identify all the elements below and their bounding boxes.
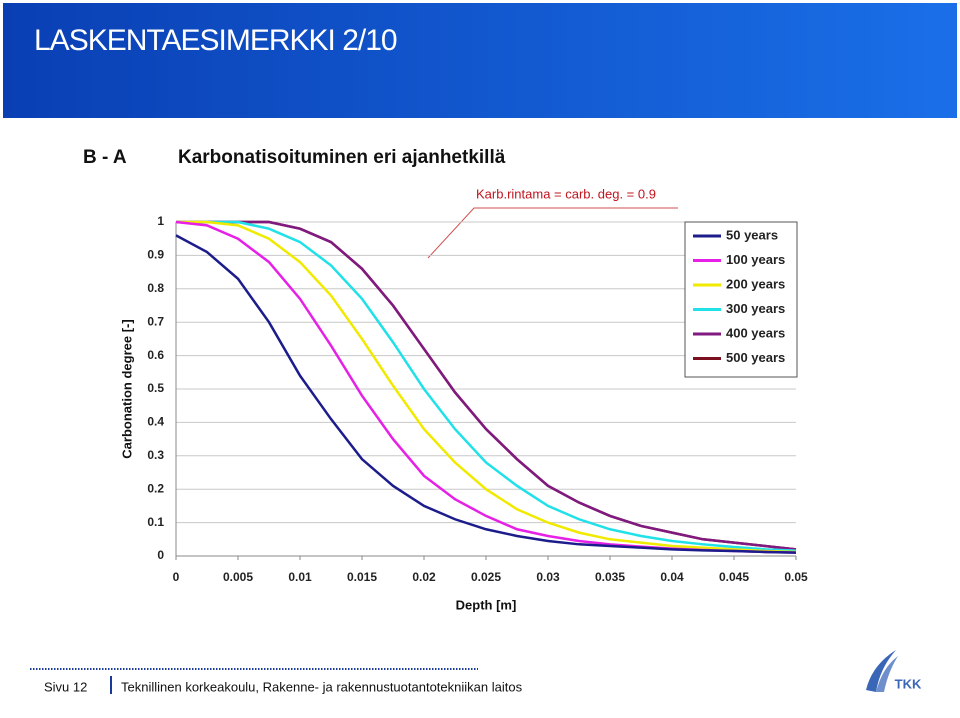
x-tick-label: 0.03 — [536, 570, 560, 584]
logo-text: TKK — [895, 676, 922, 691]
y-tick-label: 0.1 — [147, 515, 164, 529]
legend-label: 400 years — [726, 325, 785, 340]
x-tick-label: 0.045 — [719, 570, 749, 584]
y-tick-label: 0.3 — [147, 448, 164, 462]
y-tick-label: 0.5 — [147, 381, 164, 395]
organization: Teknillinen korkeakoulu, Rakenne- ja rak… — [121, 679, 523, 694]
annotation: Karb.rintama = carb. deg. = 0.9 — [476, 186, 656, 201]
y-tick-label: 0.7 — [147, 314, 164, 328]
legend-box — [684, 221, 798, 378]
slide-title: LASKENTAESIMERKKI 2/10 — [34, 24, 397, 57]
x-axis-label: Depth [m] — [456, 597, 517, 612]
y-tick-label: 0.6 — [147, 348, 164, 362]
legend-label: 500 years — [726, 350, 785, 365]
y-tick-label: 0.8 — [147, 281, 164, 295]
legend-label: 50 years — [726, 227, 778, 242]
annotation-leader — [427, 207, 678, 259]
logo: TKK — [866, 650, 922, 692]
legend-label: 200 years — [726, 276, 785, 291]
series-line — [176, 220, 797, 554]
x-tick-label: 0.05 — [784, 570, 808, 584]
x-tick-label: 0 — [173, 570, 180, 584]
series-line — [176, 220, 797, 551]
y-tick-label: 0.4 — [147, 415, 164, 429]
page-number: Sivu 12 — [44, 679, 87, 694]
y-tick-label: 0.9 — [147, 248, 164, 262]
header-band — [3, 3, 957, 118]
x-tick-label: 0.005 — [223, 570, 253, 584]
y-axis-label: Carbonation degree [-] — [119, 319, 134, 458]
y-tick-label: 0 — [157, 548, 164, 562]
legend-label: 100 years — [726, 252, 785, 267]
x-tick-label: 0.025 — [471, 570, 501, 584]
x-tick-label: 0.01 — [288, 570, 312, 584]
chart-label: B - A — [83, 147, 127, 168]
series-line — [175, 234, 797, 554]
x-tick-label: 0.035 — [595, 570, 625, 584]
legend-label: 300 years — [726, 301, 785, 316]
chart-title: Karbonatisoituminen eri ajanhetkillä — [178, 147, 506, 168]
x-tick-label: 0.015 — [347, 570, 377, 584]
y-tick-label: 0.2 — [147, 481, 164, 495]
x-tick-label: 0.02 — [412, 570, 436, 584]
series-line — [176, 220, 797, 552]
y-tick-label: 1 — [157, 214, 164, 228]
x-tick-label: 0.04 — [660, 570, 684, 584]
